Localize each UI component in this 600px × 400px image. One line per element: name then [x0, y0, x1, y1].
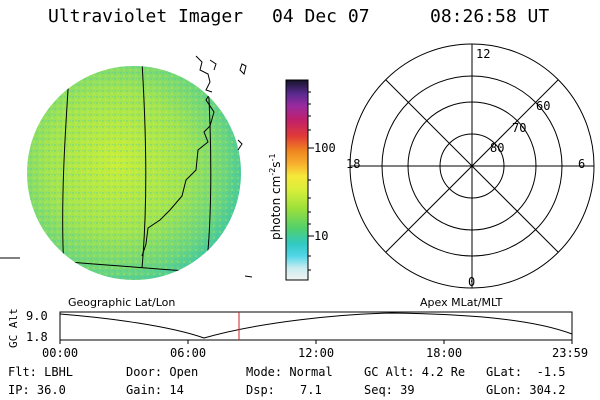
gc-alt-info: GC Alt: 4.2 Re	[364, 365, 466, 379]
filter-info: Flt: LBHL	[8, 365, 74, 379]
gc-alt-axis-label: GC Alt	[7, 308, 20, 348]
coastline	[209, 59, 217, 71]
mlt-label-6: 6	[578, 157, 586, 171]
ip-info: IP: 36.0	[8, 383, 66, 397]
time-label: 08:26:58 UT	[430, 6, 550, 27]
coastline	[195, 55, 213, 93]
glat-info: GLat: -1.5	[486, 365, 566, 379]
x-tick-0000: 00:00	[42, 346, 79, 360]
lat-label-60: 60	[536, 99, 551, 113]
lat-label-80: 80	[490, 141, 505, 155]
latitude-line	[244, 275, 253, 278]
date-label: 04 Dec 07	[272, 6, 370, 27]
altitude-curve	[59, 312, 573, 339]
polar-grid	[349, 43, 595, 289]
lat-label-70: 70	[512, 121, 527, 135]
y-tick-bottom: 1.8	[26, 330, 48, 344]
dsp-label: Dsp:	[246, 383, 275, 397]
gain-info: Gain: 14	[126, 383, 184, 397]
coastline	[141, 89, 215, 257]
mlt-label-18: 18	[346, 157, 361, 171]
glon-info: GLon: 304.2	[486, 383, 566, 397]
seq-info: Seq: 39	[364, 383, 415, 397]
x-tick-1200: 12:00	[298, 346, 335, 360]
apex-caption: Apex MLat/MLT	[420, 296, 503, 309]
coastline	[237, 139, 243, 151]
x-tick-0600: 06:00	[170, 346, 207, 360]
colorbar-tick-label-100: 100	[314, 141, 336, 155]
x-tick-1800: 18:00	[426, 346, 463, 360]
instrument-title: Ultraviolet Imager	[48, 6, 244, 27]
geographic-caption: Geographic Lat/Lon	[68, 296, 176, 309]
island-outline	[239, 63, 247, 75]
mlt-label-12: 12	[476, 47, 491, 61]
mlt-diagonal	[385, 79, 559, 253]
mlt-label-0: 0	[468, 275, 476, 289]
uv-image-disk	[0, 55, 253, 280]
y-tick-top: 9.0	[26, 309, 48, 323]
colorbar	[285, 79, 314, 281]
longitude-line	[141, 66, 147, 269]
altitude-timeline	[59, 311, 573, 344]
colorbar-unit-label: photon cm-2s-1	[268, 153, 283, 240]
colorbar-tick-label-10: 10	[314, 229, 329, 243]
mode-info: Mode: Normal	[246, 365, 333, 379]
dsp-value: 7.1	[300, 383, 322, 397]
x-tick-2359: 23:59	[552, 346, 589, 360]
door-info: Door: Open	[126, 365, 199, 379]
